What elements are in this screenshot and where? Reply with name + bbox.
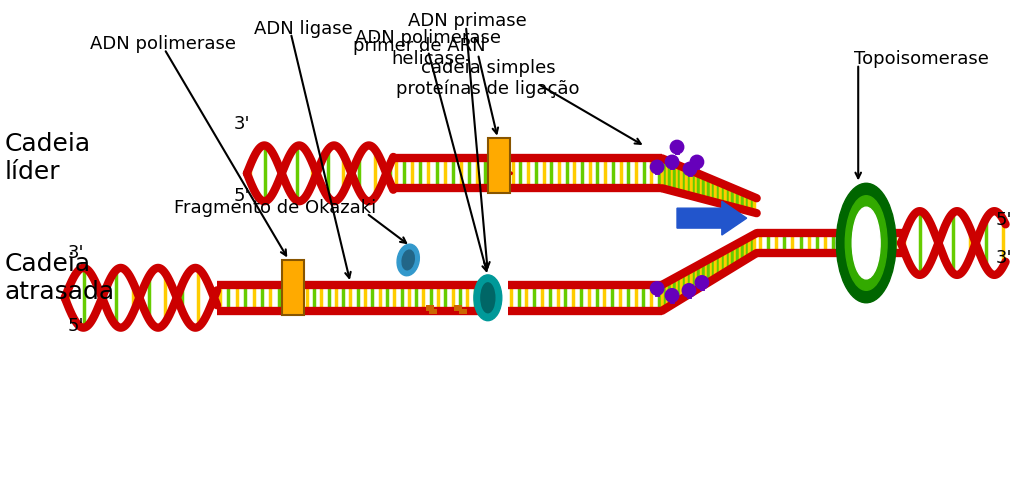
Circle shape: [683, 162, 696, 176]
Bar: [454, 305, 462, 311]
Circle shape: [666, 155, 679, 169]
Ellipse shape: [481, 283, 495, 313]
Text: ADN polimerase: ADN polimerase: [90, 35, 236, 53]
Ellipse shape: [397, 244, 420, 276]
Bar: [282, 260, 304, 315]
Text: 3': 3': [233, 115, 251, 132]
Ellipse shape: [402, 250, 415, 270]
Ellipse shape: [837, 183, 896, 303]
Ellipse shape: [852, 207, 880, 279]
Text: Cadeia
atrasada: Cadeia atrasada: [5, 252, 115, 304]
Ellipse shape: [474, 275, 502, 321]
Circle shape: [671, 140, 684, 154]
Text: 5': 5': [995, 211, 1012, 229]
Text: Fragmento de Okazaki: Fragmento de Okazaki: [174, 199, 377, 217]
Circle shape: [695, 276, 709, 289]
Text: 5': 5': [68, 317, 84, 335]
Circle shape: [682, 284, 695, 297]
Text: ADN polimerase
helicase: ADN polimerase helicase: [355, 29, 501, 68]
Bar: [426, 305, 434, 311]
Circle shape: [690, 155, 703, 169]
Text: 5': 5': [233, 187, 251, 205]
Bar: [429, 309, 437, 314]
FancyArrow shape: [677, 201, 746, 235]
Text: 3': 3': [995, 249, 1012, 267]
Circle shape: [650, 282, 664, 295]
Circle shape: [666, 289, 679, 302]
Bar: [459, 309, 467, 314]
Bar: [487, 138, 510, 193]
Text: ADN primase: ADN primase: [409, 12, 527, 30]
Ellipse shape: [845, 196, 887, 290]
Bar: [479, 305, 486, 311]
Text: cadeia simples
proteínas de ligação: cadeia simples proteínas de ligação: [396, 59, 580, 99]
Text: Topoisomerase: Topoisomerase: [854, 50, 989, 68]
Text: Cadeia
líder: Cadeia líder: [5, 132, 91, 184]
Circle shape: [650, 160, 664, 174]
Text: ADN ligase: ADN ligase: [254, 20, 352, 38]
Text: primer de ARN: primer de ARN: [353, 37, 486, 55]
Text: 3': 3': [68, 244, 84, 262]
